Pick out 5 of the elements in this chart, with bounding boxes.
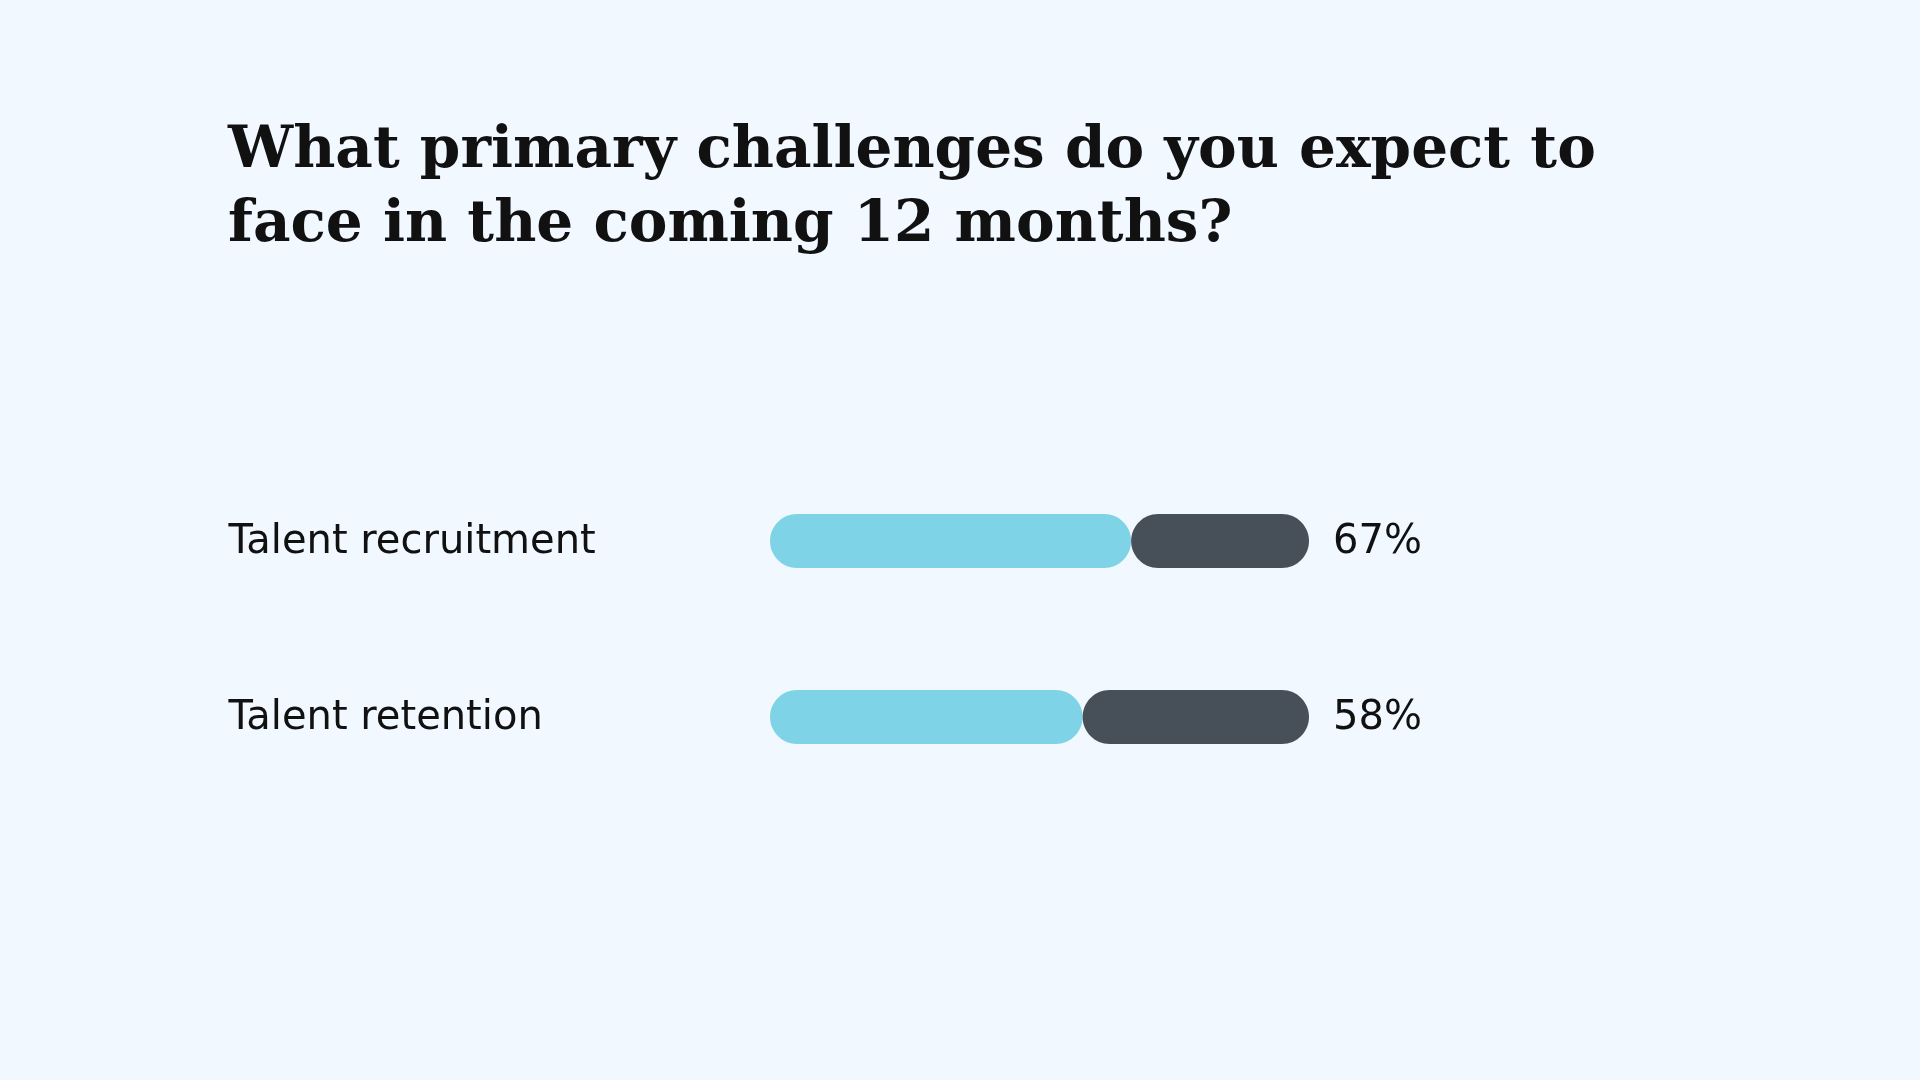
- y-tick-label: Talent recruitment: [227, 516, 596, 562]
- data-label: 67%: [1333, 516, 1422, 562]
- y-tick-label: Talent retention: [227, 692, 543, 738]
- chart-title: What primary challenges do you expect to face in the coming 12 months?: [227, 113, 1596, 255]
- data-label: 58%: [1333, 692, 1422, 738]
